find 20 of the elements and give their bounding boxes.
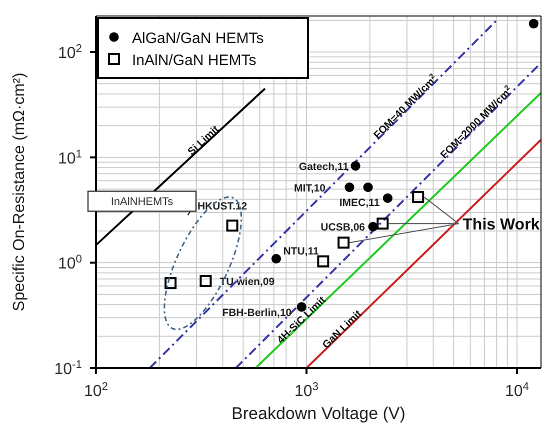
annotation: Gatech,11: [298, 160, 349, 173]
annotation: InAlNHEMTs: [110, 196, 174, 208]
annotation: NTU,11: [283, 246, 319, 258]
annotation: HKUST.12: [197, 200, 248, 213]
annotation: MIT,10: [294, 182, 326, 194]
legend-label: AlGaN/GaN HEMTs: [132, 30, 264, 47]
x-axis-title: Breakdown Voltage (V): [232, 404, 406, 423]
x-tick-label: 10$^{3}$: [294, 381, 319, 400]
annotation: IMEC,11: [339, 197, 380, 210]
annotation: This Work: [462, 216, 540, 234]
annotation: UCSB,06: [320, 222, 366, 234]
y-tick-label: 10$^{1}$: [58, 148, 82, 168]
x-tick-label: 10$^{4}$: [505, 381, 530, 400]
annotation: FBH-Berlin,10: [222, 306, 292, 319]
y-tick-label: 10$^{0}$: [58, 254, 82, 273]
y-tick-label: 10$^{-1}$: [54, 359, 82, 378]
x-tick-label: 10$^{2}$: [84, 381, 108, 400]
y-tick-label: 10$^{2}$: [58, 43, 82, 62]
y-axis-title: Specific On-Resistance (mΩ·cm²): [11, 72, 28, 312]
legend-label: InAlN/GaN HEMTs: [132, 52, 256, 69]
